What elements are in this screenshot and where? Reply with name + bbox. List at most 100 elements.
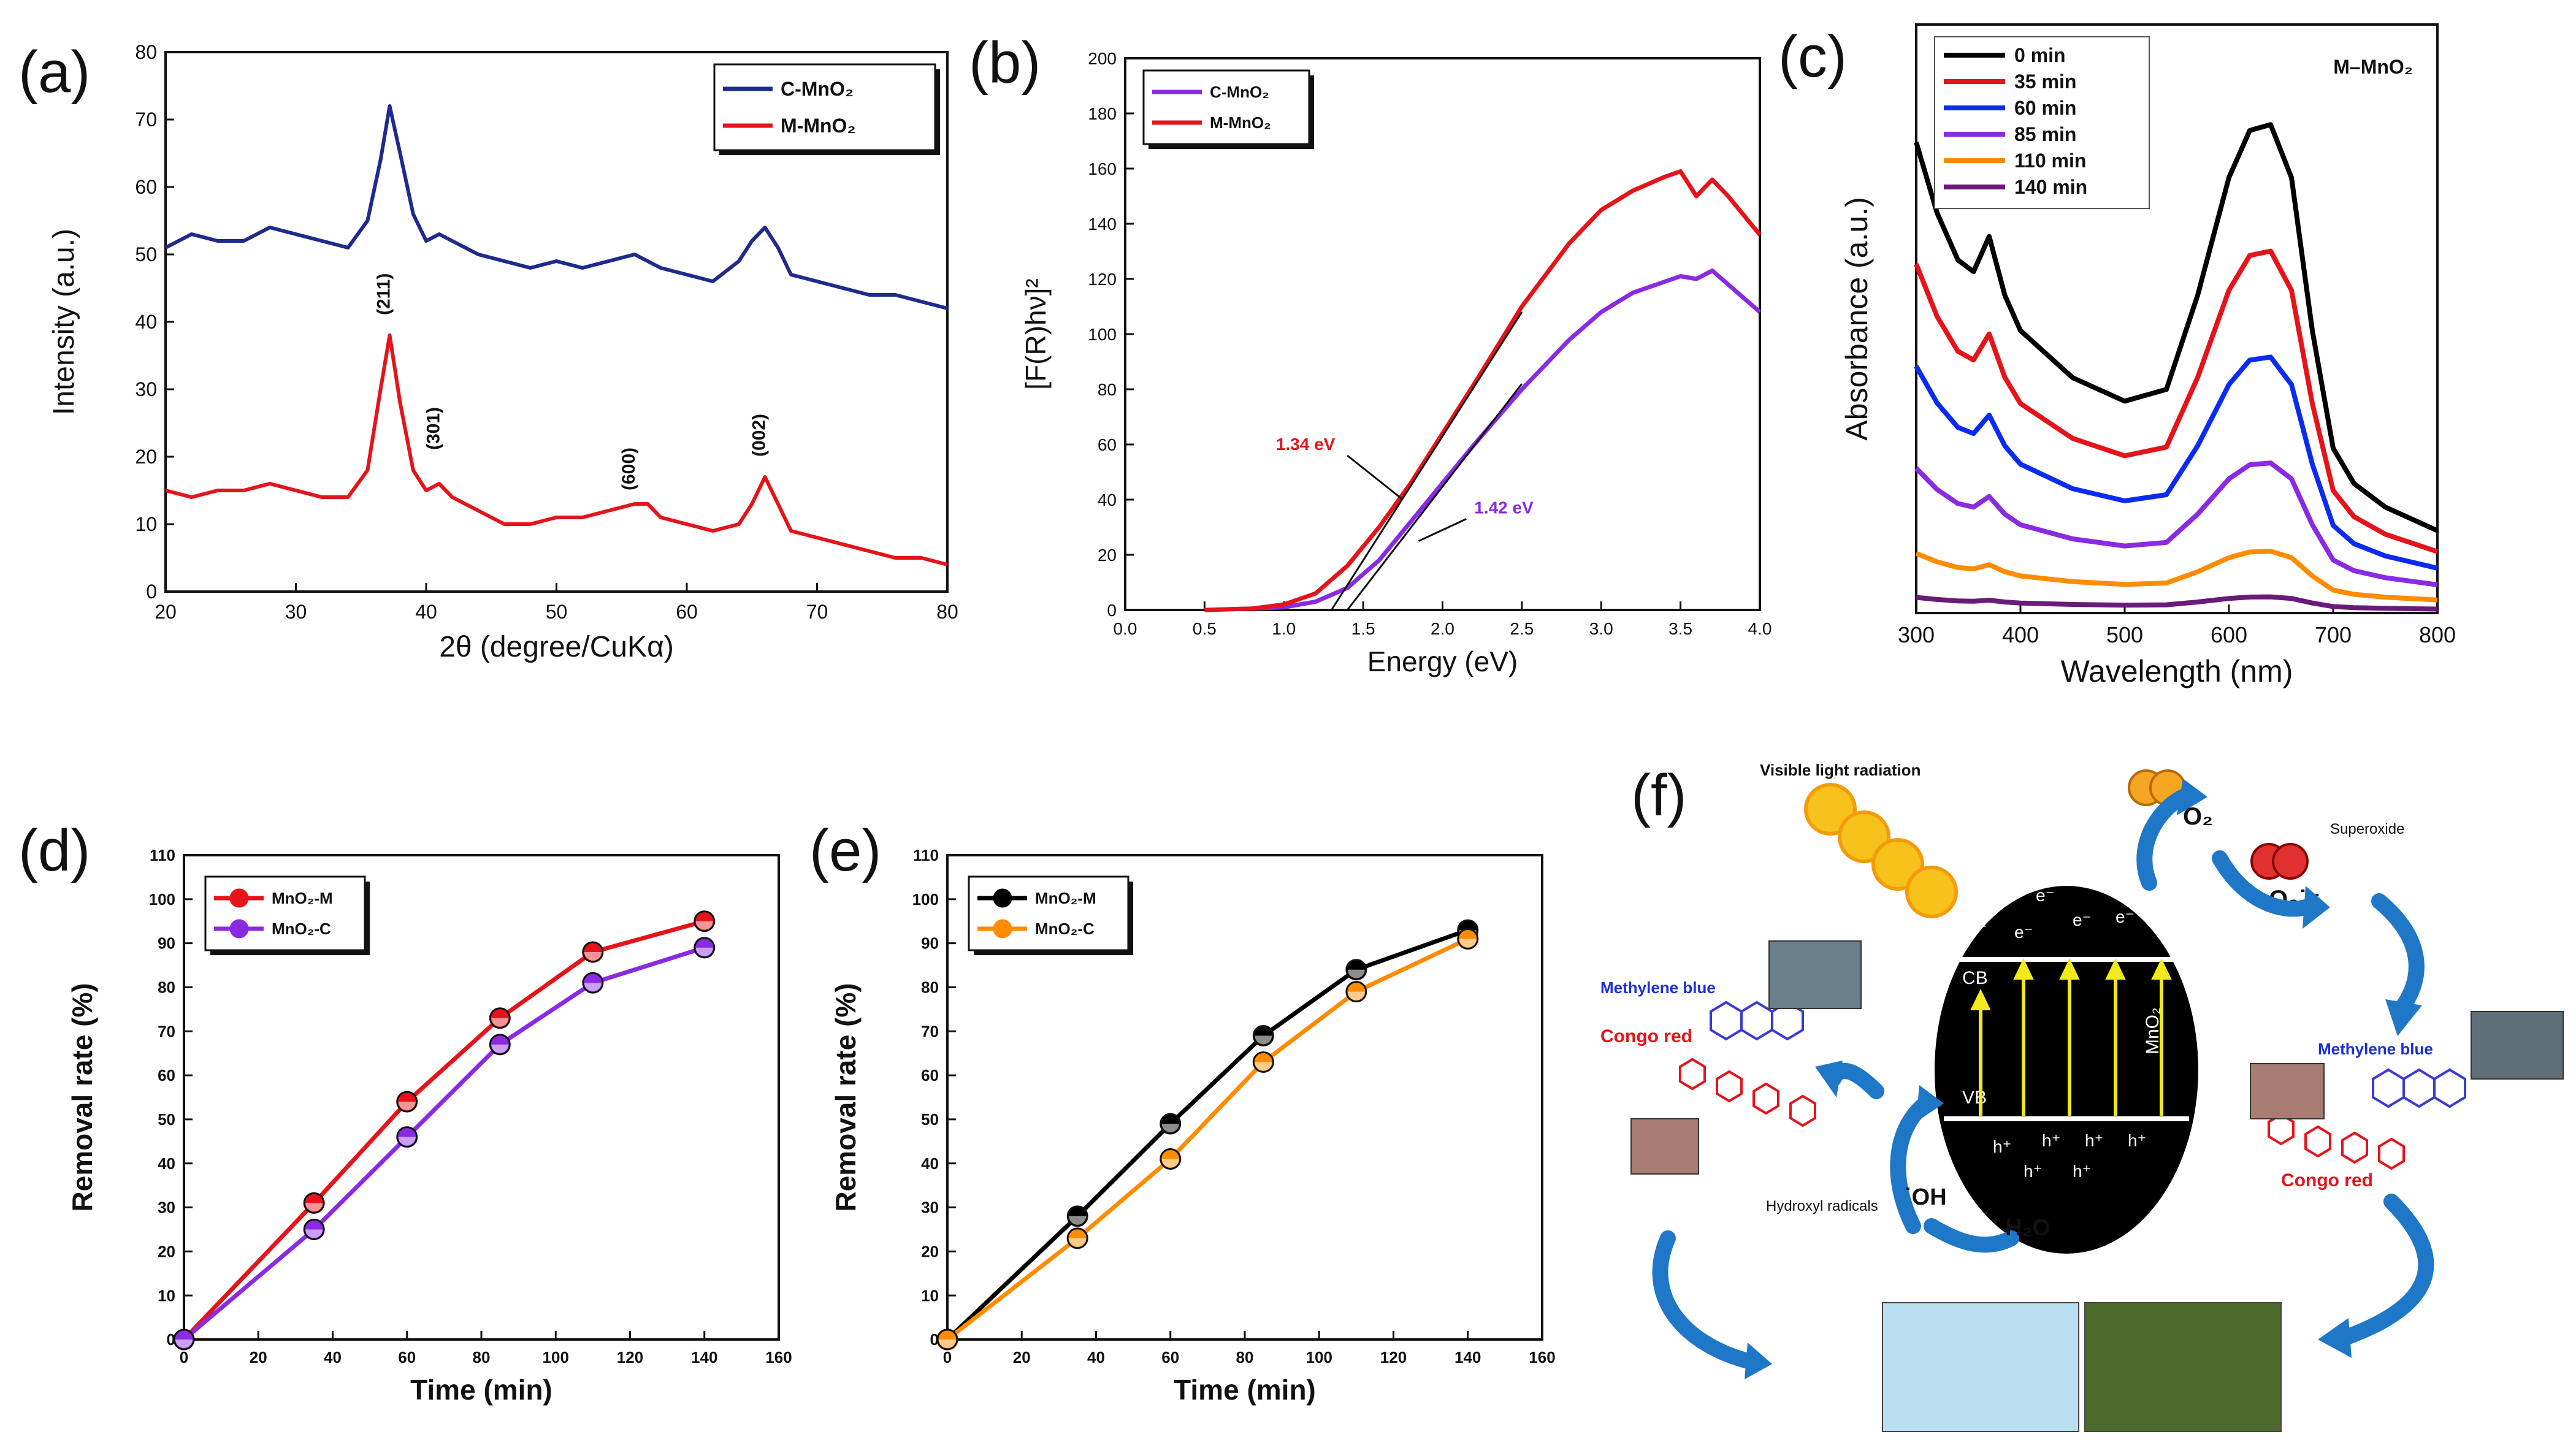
point-highlight <box>1161 1124 1179 1133</box>
chart-a: 20 30 40 50 60 70 80 0 10 20 30 40 50 60 70 80 2θ (degre… <box>48 41 958 663</box>
x-axis-label: Time (min) <box>1174 1374 1316 1406</box>
superoxide-label: Superoxide <box>2330 821 2404 837</box>
x-tick-label: 2.0 <box>1431 619 1454 638</box>
y-tick-label: 0 <box>1107 601 1117 620</box>
y-tick-label: 20 <box>135 446 157 468</box>
xrd-series-1 <box>165 333 948 566</box>
y-tick-label: 60 <box>921 1066 939 1084</box>
y-tick-label: 20 <box>921 1242 939 1260</box>
y-tick-label: 80 <box>158 978 175 997</box>
point-highlight <box>695 921 713 930</box>
hole-4: h⁺ <box>2128 1131 2146 1150</box>
electron-3: e⁻ <box>1968 920 1987 939</box>
legend-label: 35 min <box>2014 70 2076 93</box>
superoxide-molecule-icon <box>2250 843 2309 880</box>
removal-line-0 <box>182 919 705 1341</box>
x-tick-label: 60 <box>398 1348 416 1366</box>
x-tick-label: 60 <box>676 601 698 623</box>
hole-2: h⁺ <box>2042 1131 2060 1150</box>
chart-title: M–MnO₂ <box>2333 56 2413 78</box>
point-highlight <box>1459 939 1477 948</box>
y-tick-label: 10 <box>158 1286 175 1305</box>
y-tick-label: 110 <box>150 846 175 864</box>
legend-label: C-MnO₂ <box>781 78 854 100</box>
y-tick-label: 0 <box>167 1330 175 1349</box>
x-tick-label: 50 <box>546 601 568 623</box>
x-axis-label: Wavelength (nm) <box>2061 654 2293 688</box>
electron-1: e⁻ <box>1999 886 2017 905</box>
legend-label: MnO₂-C <box>1035 920 1095 938</box>
point-highlight <box>305 1229 323 1238</box>
hole-5: h⁺ <box>2024 1162 2042 1181</box>
photocatalysis-schematic: Visible light radiation O₂ Superoxide O₂… <box>1600 761 2564 1432</box>
point-highlight <box>1161 1159 1179 1168</box>
y-tick-label: 60 <box>1098 435 1117 454</box>
x-tick-label: 400 <box>2002 622 2039 647</box>
sun-icon <box>1804 783 1958 918</box>
y-axis-label: Intensity (a.u.) <box>48 229 80 415</box>
y-tick-label: 100 <box>1088 325 1117 344</box>
uv-series-4 <box>1915 549 2438 603</box>
legend-label: 110 min <box>2014 150 2086 172</box>
x-tick-label: 4.0 <box>1748 619 1772 638</box>
point-highlight <box>1347 969 1365 978</box>
x-tick-label: 80 <box>1236 1348 1254 1366</box>
y-tick-label: 200 <box>1088 49 1117 68</box>
x-tick-label: 20 <box>155 601 177 623</box>
x-tick-label: 800 <box>2419 622 2456 647</box>
x-axis-label: Energy (eV) <box>1367 646 1518 677</box>
x-tick-label: 80 <box>473 1348 491 1366</box>
panel-label-e: (e) <box>809 818 881 883</box>
x-tick-label: 0 <box>180 1348 188 1366</box>
x-tick-label: 500 <box>2106 622 2143 647</box>
wastewater-photo-left <box>1768 940 1862 1009</box>
y-tick-label: 70 <box>158 1022 175 1040</box>
legend-label: M-MnO₂ <box>1210 113 1271 132</box>
y-tick-label: 30 <box>135 378 157 400</box>
cb-label: CB <box>1962 968 1988 988</box>
x-tick-label: 80 <box>936 601 958 623</box>
y-tick-label: 50 <box>921 1110 939 1129</box>
peak-label: (301) <box>423 407 443 450</box>
y-axis-label: Removal rate (%) <box>830 983 862 1211</box>
y-tick-label: 80 <box>921 978 939 997</box>
peak-label: (600) <box>619 448 639 490</box>
legend-box <box>1142 69 1310 145</box>
x-tick-label: 100 <box>1306 1348 1332 1366</box>
point-highlight <box>584 983 602 992</box>
xrd-series-0 <box>164 104 948 310</box>
x-tick-label: 2.5 <box>1510 619 1534 638</box>
y-tick-label: 0 <box>146 581 157 603</box>
y-tick-label: 100 <box>912 890 939 909</box>
legend-box <box>1934 36 2150 209</box>
methylene-blue-molecule-right <box>2372 1068 2466 1108</box>
panel-label-b: (b) <box>969 30 1041 96</box>
y-tick-label: 110 <box>913 846 939 864</box>
y-tick-label: 140 <box>1088 215 1117 234</box>
dye-photo-left <box>1630 1118 1699 1175</box>
point-highlight <box>305 1203 323 1212</box>
wastewater-photo-right <box>2471 1011 2564 1080</box>
legend-label: C-MnO₂ <box>1210 83 1269 101</box>
electron-6: e⁻ <box>2115 907 2134 926</box>
y-tick-label: 0 <box>930 1330 939 1349</box>
legend-marker <box>229 888 249 908</box>
excitation-arrows <box>1970 958 2172 1116</box>
removal-line-0 <box>946 928 1469 1341</box>
point-highlight <box>491 1018 509 1027</box>
y-tick-label: 10 <box>921 1286 939 1305</box>
point-highlight <box>175 1339 193 1348</box>
y-tick-label: 60 <box>135 176 157 198</box>
oh-label: ˙OH <box>1904 1184 1947 1210</box>
x-tick-label: 0.5 <box>1193 619 1217 638</box>
point-highlight <box>491 1044 509 1053</box>
x-tick-label: 140 <box>1454 1348 1481 1366</box>
y-tick-label: 70 <box>135 109 157 131</box>
x-tick-label: 120 <box>1380 1348 1407 1366</box>
h2o-label: H₂O <box>2005 1215 2050 1241</box>
x-tick-label: 3.5 <box>1668 619 1692 638</box>
y-tick-label: 40 <box>1098 490 1117 509</box>
x-axis-label: Time (min) <box>410 1374 552 1406</box>
peak-label: (002) <box>749 414 770 457</box>
y-tick-label: 30 <box>158 1198 175 1217</box>
